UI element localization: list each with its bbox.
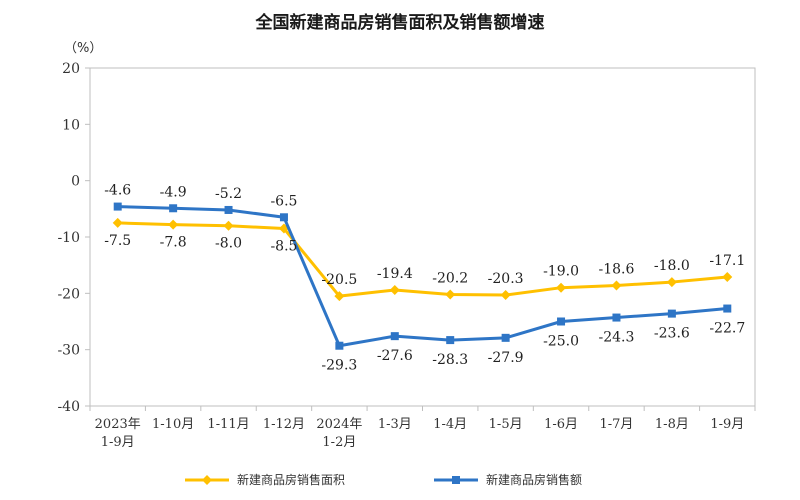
data-point-diamond [112, 217, 123, 228]
data-label: -5.2 [215, 186, 242, 202]
data-label: -28.3 [432, 352, 468, 368]
x-tick-label: 1-6月 [544, 417, 578, 432]
data-point-square [667, 309, 676, 318]
x-tick-label: 1-7月 [599, 417, 633, 432]
data-label: -7.5 [104, 233, 131, 249]
data-label: -4.6 [104, 183, 131, 199]
x-tick-label: 1-9月 [101, 435, 135, 450]
y-tick-label: 10 [62, 117, 80, 133]
data-label: -18.0 [654, 258, 690, 274]
data-label: -20.5 [321, 272, 357, 288]
y-unit-label: （%） [64, 41, 102, 56]
data-label: -19.0 [543, 264, 579, 280]
data-label: -25.0 [543, 334, 579, 350]
data-label: -27.9 [488, 350, 524, 366]
data-point-square [612, 313, 621, 322]
data-point-square [557, 317, 566, 326]
legend-marker-diamond [202, 475, 212, 485]
data-point-square [335, 341, 344, 350]
data-point-diamond [223, 220, 234, 231]
data-point-square [279, 213, 288, 222]
data-point-square [501, 333, 510, 342]
chart-title: 全国新建商品房销售面积及销售额增速 [255, 13, 545, 33]
data-label: -17.1 [709, 253, 745, 269]
y-tick-label: -10 [57, 230, 80, 246]
legend-marker-square [452, 476, 460, 484]
data-label: -24.3 [599, 330, 635, 346]
series-line-2 [117, 205, 728, 348]
series-line-1 [117, 221, 728, 298]
data-label: -22.7 [709, 321, 745, 337]
data-point-square [169, 204, 178, 213]
data-point-diamond [168, 219, 179, 230]
data-label: -27.6 [377, 348, 413, 364]
x-tick-label: 1-2月 [322, 435, 356, 450]
x-tick-label: 2023年 [95, 417, 141, 432]
data-point-diamond [666, 277, 677, 288]
x-tick-label: 1-3月 [378, 417, 412, 432]
x-tick-label: 1-5月 [489, 417, 523, 432]
data-point-square [446, 336, 455, 345]
x-tick-label: 1-4月 [433, 417, 467, 432]
data-point-square [390, 332, 399, 341]
legend-label: 新建商品房销售面积 [237, 472, 345, 487]
data-point-diamond [722, 271, 733, 282]
x-tick-label: 2024年 [316, 417, 362, 432]
data-label: -19.4 [377, 266, 413, 282]
data-point-square [224, 205, 233, 214]
legend-label: 新建商品房销售额 [486, 472, 582, 487]
data-point-diamond [334, 291, 345, 302]
plot-area [89, 67, 756, 407]
data-label: -29.3 [321, 358, 357, 374]
y-tick-label: 0 [71, 174, 80, 190]
x-tick-label: 1-11月 [207, 417, 249, 432]
data-label: -8.0 [215, 236, 242, 252]
data-label: -4.9 [160, 184, 187, 200]
data-label: -6.5 [270, 193, 297, 209]
x-tick-label: 1-10月 [152, 417, 194, 432]
data-point-diamond [500, 290, 511, 301]
data-point-square [113, 202, 122, 211]
data-point-diamond [611, 280, 622, 291]
x-tick-label: 1-9月 [710, 417, 744, 432]
data-label: -18.6 [599, 261, 635, 277]
data-label: -8.5 [270, 239, 297, 255]
data-label: -20.2 [432, 270, 468, 286]
data-point-diamond [445, 289, 456, 300]
data-label: -23.6 [654, 326, 690, 342]
y-tick-label: -30 [57, 343, 80, 359]
data-label: -20.3 [488, 271, 524, 287]
data-point-square [723, 304, 732, 313]
x-tick-label: 1-12月 [263, 417, 305, 432]
x-tick-label: 1-8月 [655, 417, 689, 432]
data-point-diamond [556, 282, 567, 293]
y-tick-label: 20 [62, 61, 80, 77]
y-tick-label: -40 [57, 399, 80, 415]
y-tick-label: -20 [57, 286, 80, 302]
data-label: -7.8 [160, 235, 187, 251]
data-point-diamond [389, 284, 400, 295]
